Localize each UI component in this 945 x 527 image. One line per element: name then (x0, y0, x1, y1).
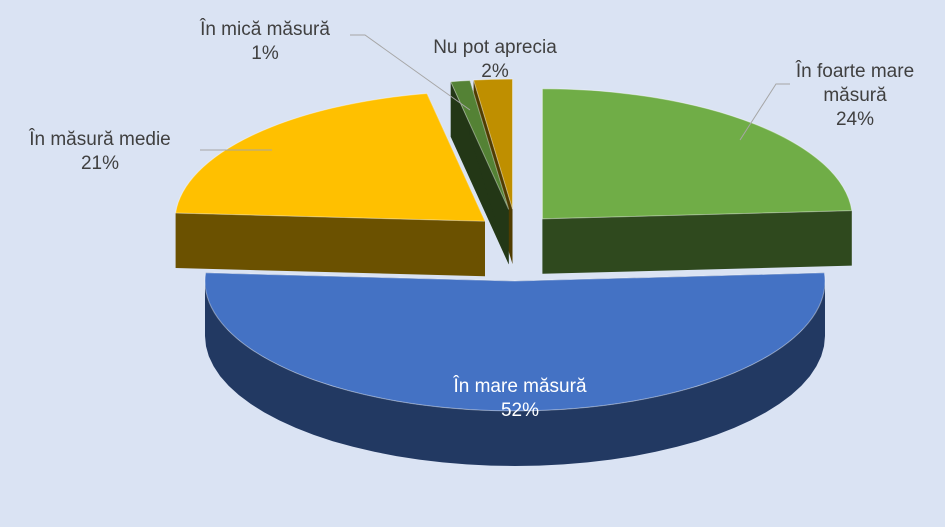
slice-label: În măsură medie 21% (0, 128, 210, 176)
category-label: În mică măsură (200, 19, 330, 40)
slice-label: În foarte mare măsură 24% (770, 60, 940, 132)
category-label: În foarte mare măsură (795, 61, 915, 106)
slice (204, 272, 826, 412)
slices (175, 78, 853, 466)
leader-line (350, 34, 471, 111)
value-label: 21% (80, 153, 120, 174)
slice-label: Nu pot aprecia 2% (395, 36, 595, 84)
value-label: 52% (500, 400, 540, 421)
slice (541, 88, 853, 220)
slice (472, 78, 513, 210)
slice-side (175, 213, 485, 277)
category-label: Nu pot aprecia (433, 37, 557, 58)
slice-label: În mică măsură 1% (155, 18, 375, 66)
category-label: În măsură medie (29, 129, 171, 150)
value-label: 1% (251, 43, 279, 64)
value-label: 2% (481, 61, 509, 82)
value-label: 24% (835, 109, 875, 130)
slice (175, 92, 486, 222)
slice-wall (205, 281, 825, 466)
slice-side (542, 210, 852, 274)
slice-label: În mare măsură 52% (370, 375, 670, 423)
slice-side (450, 81, 509, 265)
slice (449, 79, 510, 210)
category-label: În mare măsură (453, 376, 587, 397)
leader-line (739, 83, 790, 141)
